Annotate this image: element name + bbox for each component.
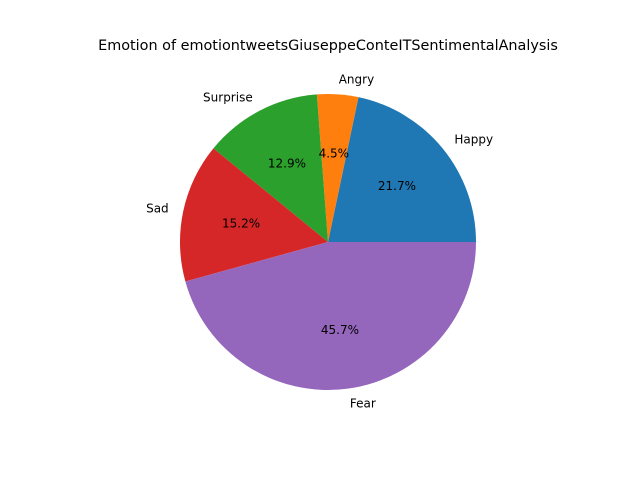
pie-slice-surprise bbox=[213, 94, 328, 242]
slice-label-angry: Angry bbox=[339, 73, 374, 87]
slice-percent-happy: 21.7% bbox=[378, 179, 416, 193]
slice-label-fear: Fear bbox=[350, 396, 376, 410]
chart-title: Emotion of emotiontweetsGiuseppeConteITS… bbox=[98, 38, 558, 54]
pie-slices bbox=[180, 94, 477, 391]
pie-labels: Happy 21.7% Angry 4.5% Surprise 12.9% Sad 15.2%… bbox=[146, 73, 493, 411]
slice-percent-angry: 4.5% bbox=[319, 146, 350, 160]
slice-percent-surprise: 12.9% bbox=[268, 156, 306, 170]
slice-percent-fear: 45.7% bbox=[321, 323, 359, 337]
slice-label-sad: Sad bbox=[146, 201, 169, 215]
pie-slice-happy bbox=[328, 97, 477, 242]
slice-percent-sad: 15.2% bbox=[222, 217, 260, 231]
pie-slice-fear bbox=[185, 242, 476, 391]
pie-slice-sad bbox=[180, 148, 328, 282]
pie-slice-angry bbox=[316, 94, 359, 243]
slice-label-surprise: Surprise bbox=[203, 91, 253, 105]
slice-label-happy: Happy bbox=[454, 132, 493, 146]
